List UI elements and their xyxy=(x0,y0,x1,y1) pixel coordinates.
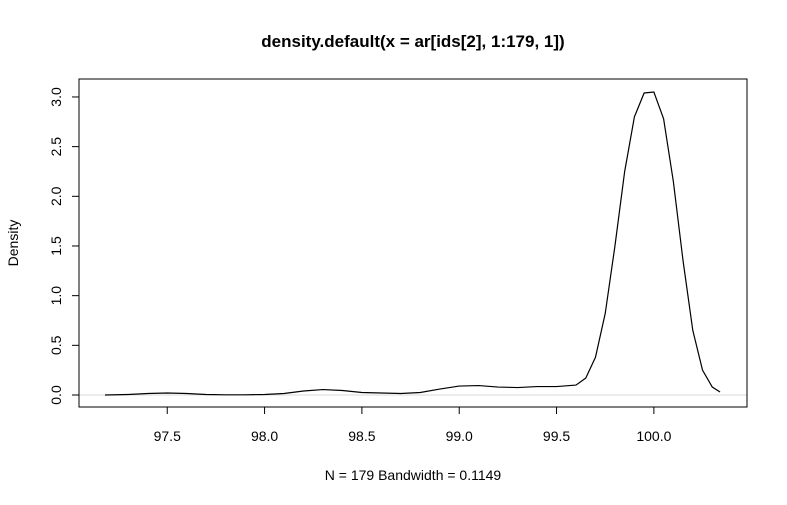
y-axis-label: Density xyxy=(5,220,21,267)
x-tick-label: 98.5 xyxy=(348,428,375,444)
x-tick-label: 97.5 xyxy=(154,428,181,444)
y-axis: 0.0 0.5 1.0 1.5 2.0 2.5 3.0 xyxy=(48,87,80,405)
x-axis-label: N = 179 Bandwidth = 0.1149 xyxy=(325,467,502,483)
x-tick-label: 98.0 xyxy=(251,428,278,444)
y-tick-label: 2.0 xyxy=(48,186,64,206)
y-tick-label: 1.5 xyxy=(48,236,64,256)
y-tick-label: 0.5 xyxy=(48,335,64,355)
y-tick-label: 0.0 xyxy=(48,385,64,405)
x-tick-label: 100.0 xyxy=(636,428,671,444)
density-curve xyxy=(104,91,721,396)
chart-title: density.default(x = ar[ids[2], 1:179, 1]… xyxy=(261,32,564,51)
x-tick-label: 99.0 xyxy=(446,428,473,444)
x-axis: 97.5 98.0 98.5 99.0 99.5 100.0 xyxy=(154,406,672,444)
y-tick-label: 2.5 xyxy=(48,137,64,157)
y-tick-label: 3.0 xyxy=(48,87,64,107)
x-tick-label: 99.5 xyxy=(543,428,570,444)
plot-frame xyxy=(78,78,748,408)
y-tick-label: 1.0 xyxy=(48,286,64,306)
